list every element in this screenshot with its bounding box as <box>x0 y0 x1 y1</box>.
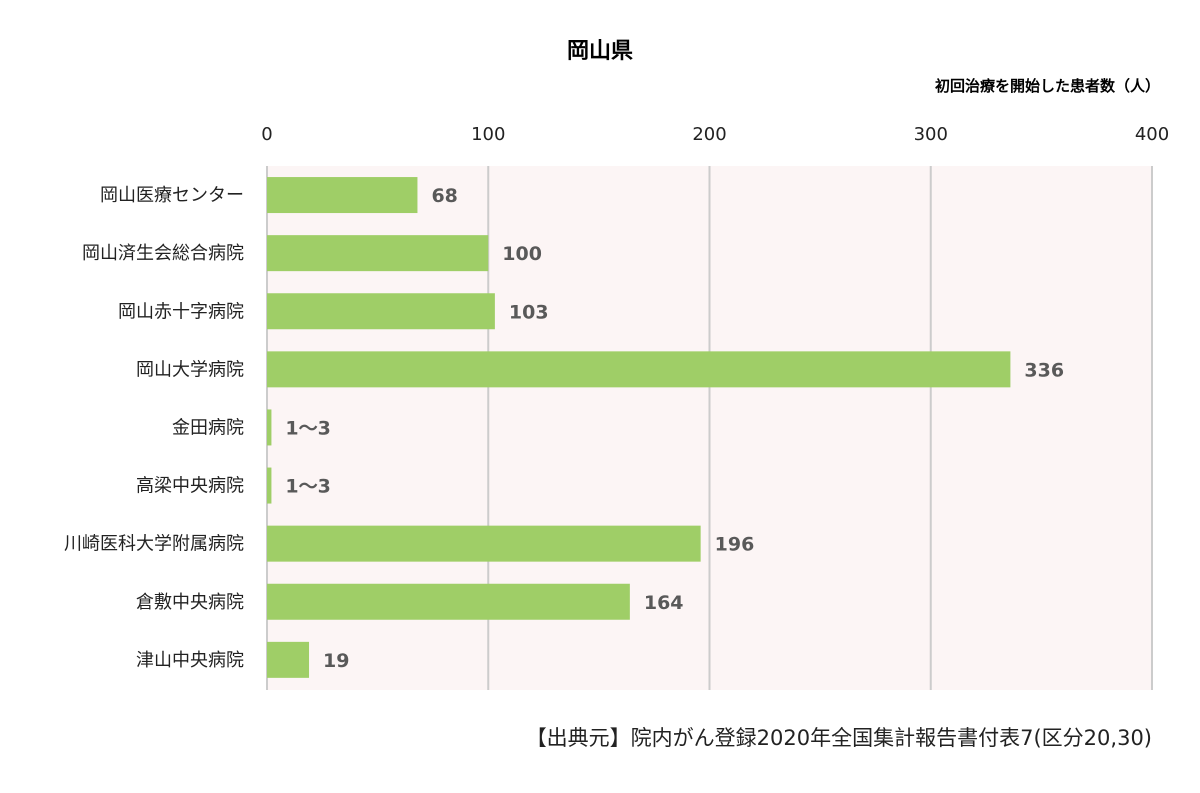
value-label: 19 <box>323 650 349 672</box>
bar <box>267 525 701 562</box>
bar <box>267 177 418 214</box>
category-label: 岡山医療センター <box>100 185 244 206</box>
category-label: 岡山済生会総合病院 <box>82 243 244 264</box>
value-label: 100 <box>502 243 542 265</box>
category-label: 岡山赤十字病院 <box>118 301 244 322</box>
category-label: 岡山大学病院 <box>136 359 244 380</box>
x-tick-label: 0 <box>261 124 272 145</box>
x-axis-ticks: 0 100 200 300 400 <box>261 124 1169 145</box>
value-label: 1～3 <box>285 417 330 439</box>
bar <box>267 235 489 272</box>
source-note: 【出典元】院内がん登録2020年全国集計報告書付表7(区分20,30) <box>525 726 1152 750</box>
category-label: 津山中央病院 <box>136 650 244 671</box>
chart-title: 岡山県 <box>567 39 633 64</box>
value-label: 196 <box>715 534 755 556</box>
bars <box>267 177 1011 678</box>
bar <box>267 409 272 446</box>
x-axis-title: 初回治療を開始した患者数（人） <box>935 77 1160 95</box>
x-tick-label: 100 <box>471 124 505 145</box>
value-labels: 68 100 103 336 1～3 1～3 196 164 19 <box>285 185 1064 672</box>
x-tick-label: 400 <box>1135 124 1169 145</box>
bar <box>267 583 630 620</box>
bar <box>267 467 272 504</box>
category-labels: 岡山医療センター岡山済生会総合病院岡山赤十字病院岡山大学病院金田病院高梁中央病院… <box>64 185 244 671</box>
bar <box>267 351 1011 388</box>
x-tick-label: 300 <box>914 124 948 145</box>
value-label: 336 <box>1024 359 1064 381</box>
value-label: 164 <box>644 592 684 614</box>
bar <box>267 641 310 678</box>
bar <box>267 293 495 330</box>
category-label: 高梁中央病院 <box>136 476 244 497</box>
category-label: 川崎医科大学附属病院 <box>64 534 244 555</box>
value-label: 1～3 <box>285 476 330 498</box>
x-tick-label: 200 <box>692 124 726 145</box>
value-label: 103 <box>509 301 549 323</box>
category-label: 倉敷中央病院 <box>136 592 244 613</box>
category-label: 金田病院 <box>172 417 244 438</box>
value-label: 68 <box>431 185 457 207</box>
